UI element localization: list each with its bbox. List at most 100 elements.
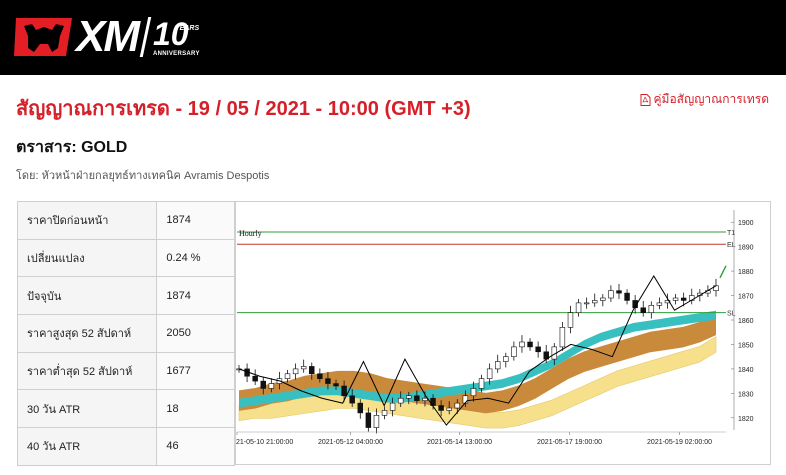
table-row: ราคาปิดก่อนหน้า 1874 <box>16 201 235 240</box>
inner-ma-band <box>239 310 716 408</box>
x-tick-label: 2021-05-12 04:00:00 <box>318 439 383 446</box>
x-tick-label: 2021-05-19 02:00:00 <box>647 439 712 446</box>
stat-label: 30 วัน ATR <box>16 389 158 429</box>
candle <box>680 297 687 301</box>
stat-label: ราคาต่ำสุด 52 สัปดาห์ <box>16 351 158 391</box>
level-label: T1 <box>727 230 735 237</box>
stat-value: 2050 <box>156 314 235 353</box>
outer-ma-band <box>239 314 716 414</box>
candle <box>575 302 582 313</box>
stat-label: ราคาปิดก่อนหน้า <box>16 201 158 240</box>
anniversary-text: ANNIVERSARY <box>153 50 200 57</box>
table-row: เปลี่ยนแปลง 0.24 % <box>16 238 235 278</box>
y-tick-label: 1820 <box>738 416 754 423</box>
candle <box>648 305 655 313</box>
pdf-icon <box>640 93 650 106</box>
page-title: สัญญาณการเทรด - 19 / 05 / 2021 - 10:00 (… <box>16 98 471 120</box>
table-row: 30 วัน ATR 18 <box>16 389 235 429</box>
candle <box>260 380 266 389</box>
candle <box>624 292 630 301</box>
logo-divider <box>139 17 152 57</box>
candle <box>527 341 533 348</box>
candle <box>309 366 315 375</box>
stat-label: ราคาสูงสุด 52 สัปดาห์ <box>16 314 158 353</box>
candle <box>559 327 566 348</box>
logo-text: XM <box>76 12 140 61</box>
xm-logo[interactable]: XM 10 YEARS ANNIVERSARY <box>14 12 200 62</box>
candle <box>672 297 679 301</box>
candle <box>357 402 363 414</box>
candle <box>414 395 420 401</box>
candle <box>567 312 574 328</box>
candle <box>438 405 444 411</box>
y-tick-label: 1900 <box>738 220 754 227</box>
price-chart: T1 EL SL 1820 1830 1840 1850 1860 1870 1880 1890 19… <box>235 201 771 465</box>
candle <box>713 285 719 291</box>
x-tick-label: 2021-05-14 13:00:00 <box>427 439 492 446</box>
candle <box>503 356 509 362</box>
candle <box>583 302 590 305</box>
anniversary-badge: 10 YEARS ANNIVERSARY <box>153 18 200 57</box>
candle <box>486 368 493 379</box>
bull-logo-icon <box>14 18 72 56</box>
target-arrow-icon <box>719 265 727 279</box>
stat-label: เปลี่ยนแปลง <box>16 238 158 278</box>
table-row: ปัจจุบัน 1874 <box>16 276 235 316</box>
candle <box>268 383 275 389</box>
candle <box>640 307 646 313</box>
candle <box>300 366 307 370</box>
candle <box>478 378 485 389</box>
candle <box>325 378 331 384</box>
candle <box>632 300 638 309</box>
candle <box>333 383 339 387</box>
table-row: ราคาต่ำสุด 52 สัปดาห์ 1677 <box>16 351 235 391</box>
brand-header: XM 10 YEARS ANNIVERSARY <box>0 0 786 75</box>
signal-guide-link[interactable]: คู่มือสัญญาณการเทรด <box>640 90 770 109</box>
stat-value: 18 <box>156 389 235 429</box>
candle <box>592 300 598 304</box>
x-tick-label: 21-05-10 21:00:00 <box>236 439 293 446</box>
anniversary-years: YEARS <box>175 24 200 32</box>
stat-value: 1874 <box>156 201 235 240</box>
author-byline: โดย: หัวหน้าฝ่ายกลยุทธ์ทางเทคนิค Avramis… <box>16 170 270 182</box>
candle <box>511 346 517 357</box>
candle <box>446 407 452 411</box>
y-tick-label: 1860 <box>738 318 754 325</box>
stat-label: 40 วัน ATR <box>16 427 158 466</box>
candle <box>454 402 461 409</box>
candle <box>406 395 412 399</box>
y-tick-label: 1890 <box>738 245 754 252</box>
candle <box>616 290 622 294</box>
level-label: EL <box>727 242 736 249</box>
stats-table: ราคาปิดก่อนหน้า 1874 เปลี่ยนแปลง 0.24 % ปั… <box>16 201 235 466</box>
stat-value: 46 <box>156 427 235 466</box>
table-row: 40 วัน ATR 46 <box>16 427 235 466</box>
y-tick-label: 1840 <box>738 367 754 374</box>
candle <box>656 302 663 306</box>
candle <box>341 385 347 397</box>
chart-title: Hourly <box>239 229 262 238</box>
candle <box>519 341 525 348</box>
candle <box>389 402 396 411</box>
candle <box>317 373 323 379</box>
candle <box>600 297 606 301</box>
candle <box>292 368 299 375</box>
signal-guide-label: คู่มือสัญญาณการเทรด <box>653 92 770 106</box>
y-tick-label: 1850 <box>738 342 754 349</box>
x-tick-label: 2021-05-17 19:00:00 <box>537 439 602 446</box>
candle <box>284 373 291 379</box>
y-tick-label: 1830 <box>738 391 754 398</box>
chart-canvas: T1 EL SL 1820 1830 1840 1850 1860 1870 1880 1890 19… <box>236 210 754 446</box>
candle <box>397 397 404 404</box>
zigzag-line <box>238 275 717 426</box>
candle <box>494 361 501 370</box>
candle <box>608 290 614 299</box>
candle <box>381 410 388 416</box>
stat-value: 0.24 % <box>156 238 235 278</box>
y-tick-label: 1870 <box>738 294 754 301</box>
stat-label: ปัจจุบัน <box>16 276 158 316</box>
candle <box>252 375 258 382</box>
stat-value: 1677 <box>156 351 235 391</box>
candle <box>349 395 355 404</box>
instrument-title: ตราสาร: GOLD <box>16 139 128 156</box>
